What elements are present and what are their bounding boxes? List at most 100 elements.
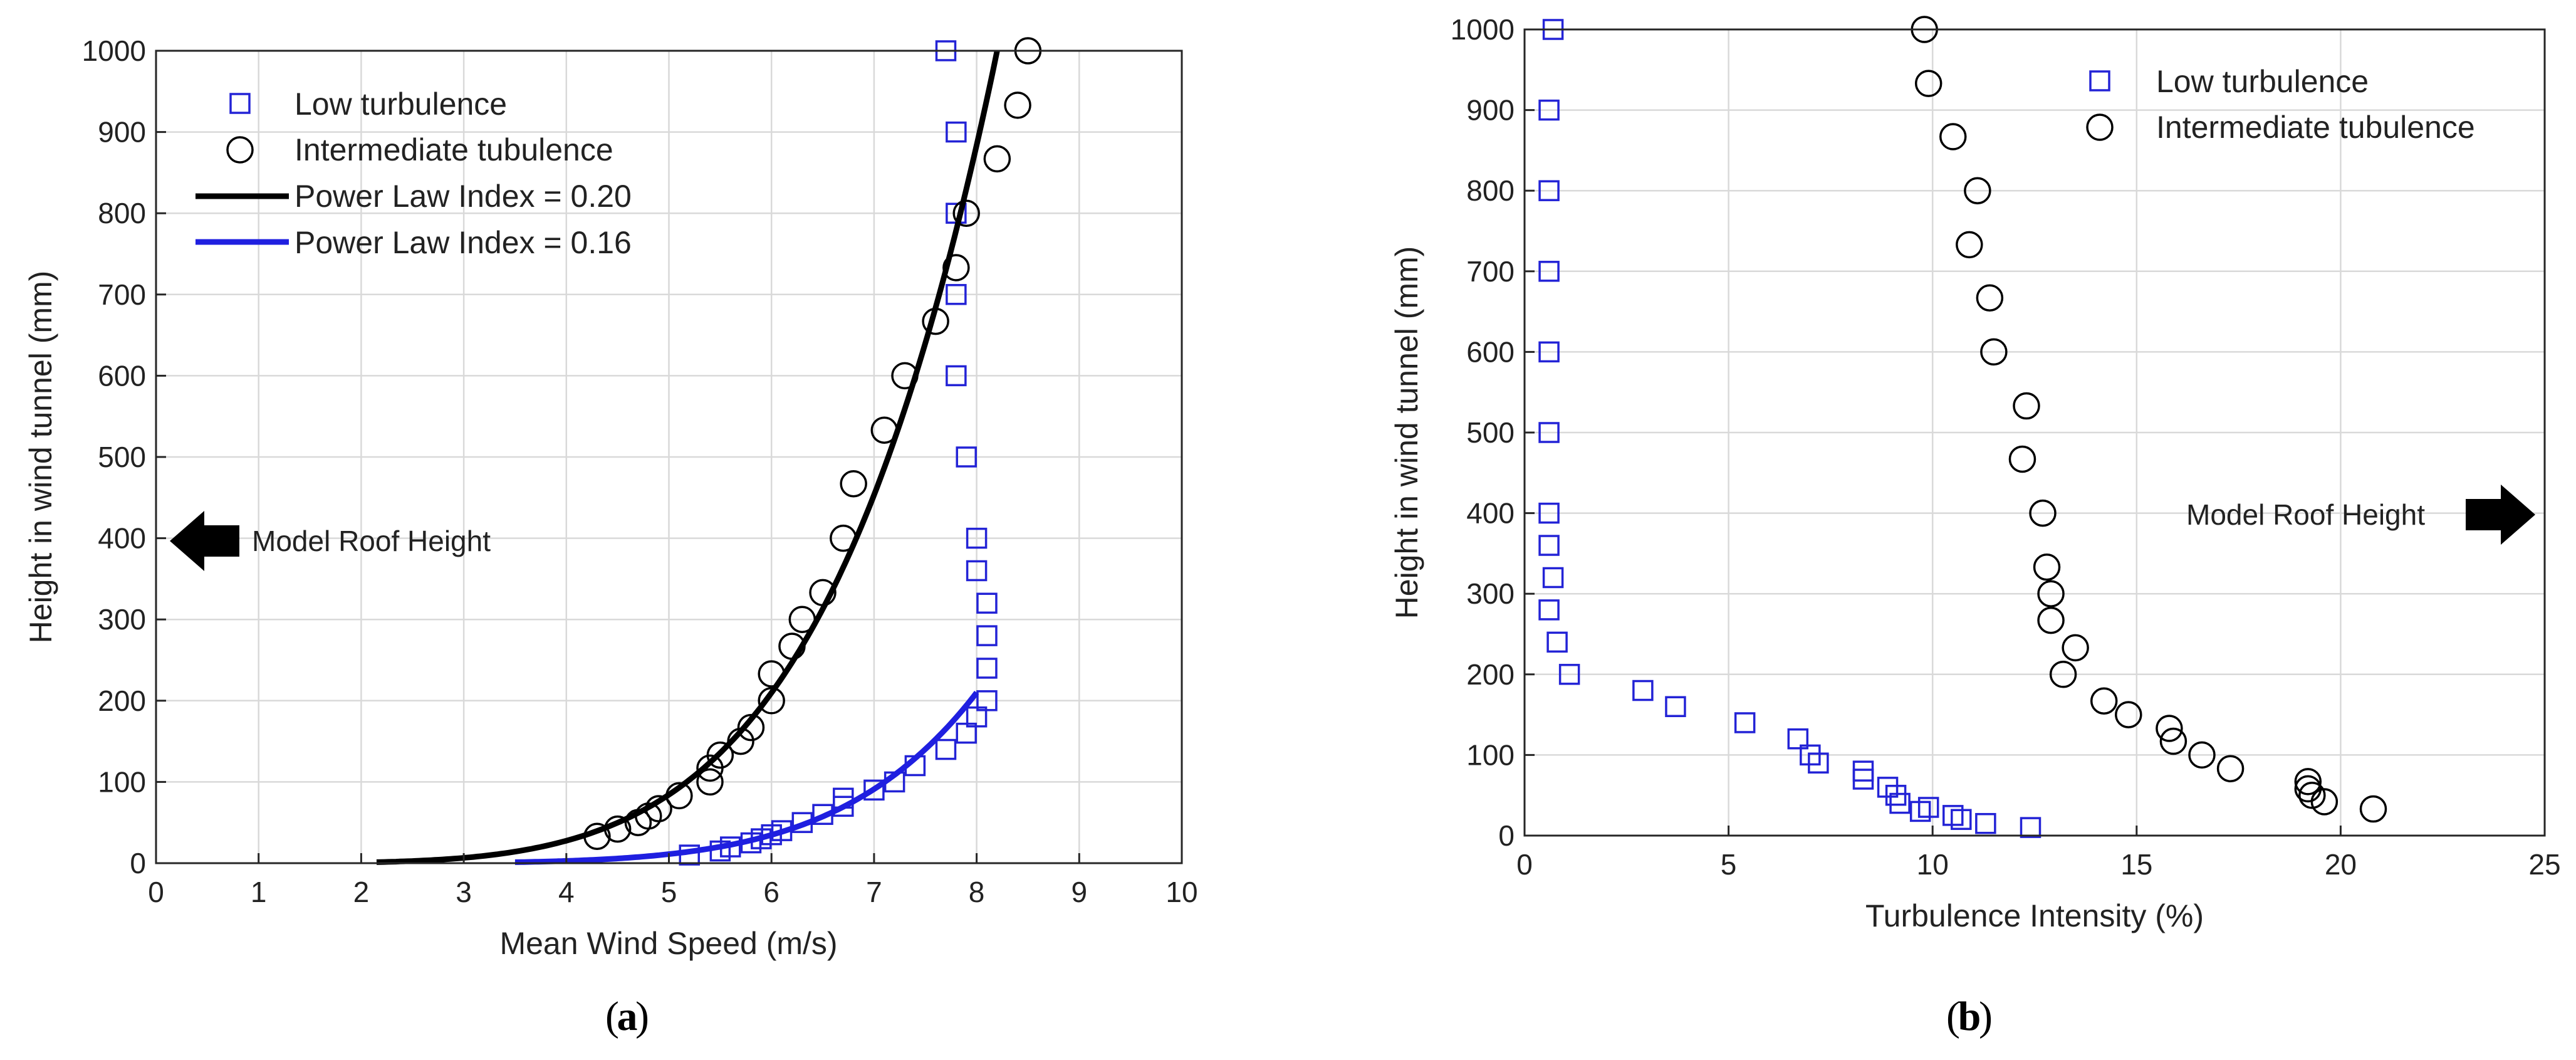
panel-a-y-tick-label: 100 [98, 765, 146, 798]
caption-b: ( b ) [1946, 994, 1993, 1039]
panel-b-x-tick-label: 20 [2325, 848, 2357, 881]
panel-a-power-law-index-0-20-curve [376, 50, 1000, 865]
panel-b-low-turbulence-point [1546, 631, 1568, 653]
panel-b-intermediate-turbulence-point [1964, 177, 1991, 204]
panel-b-intermediate-turbulence-point [1976, 284, 2004, 312]
caption-a: ( a ) [605, 994, 649, 1039]
panel-b-intermediate-turbulence-point [2216, 755, 2245, 783]
panel-b-low-turbulence-point [1808, 752, 1829, 774]
panel-a-x-tick-label: 10 [1165, 876, 1197, 908]
panel-b-low-turbulence-point [1632, 680, 1654, 701]
panel-b-low-turbulence-point [1852, 769, 1874, 790]
panel-b-roof-height-annotation: Model Roof Height [2186, 485, 2535, 545]
panel-b-low-turbulence-point [1787, 728, 1809, 750]
panel-b-y-tick-label: 100 [1466, 738, 1515, 771]
panel-a-left-arrow-icon [170, 511, 239, 571]
panel-a-x-tick-label: 7 [866, 876, 882, 908]
panel-a-ticks: 0 1 2 3 4 5 6 7 8 9 100100200300400500600700800900… [82, 34, 1198, 908]
panel-b-x-tick-label: 25 [2528, 848, 2560, 881]
panel-b-x-tick-label: 15 [2120, 848, 2152, 881]
panel-a-low-turbulence-point [976, 658, 998, 679]
panel-b-low-turbulence-point [1917, 797, 1939, 818]
panel-b-intermediate-turbulence-point [2294, 768, 2322, 795]
panel-b-y-tick-label: 900 [1466, 94, 1515, 127]
panel-b-y-tick-label: 500 [1466, 416, 1515, 449]
panel-a-low-turbulence-point [833, 795, 854, 817]
panel-a-y-tick-label: 300 [98, 603, 146, 636]
panel-b-grid [1525, 29, 2545, 836]
panel-a-legend-marker-low-turbulence [229, 93, 251, 114]
panel-b-intermediate-turbulence-point [2159, 727, 2188, 755]
panel-b-low-turbulence-point [1542, 567, 1564, 589]
panel-a-speed-profile-chart: 0 1 2 3 4 5 6 7 8 9 100100200300400500600700800900… [23, 34, 1198, 961]
panel-b-y-tick-label: 800 [1466, 174, 1515, 207]
panel-a-x-axis-label: Mean Wind Speed (m/s) [499, 926, 837, 961]
panel-b-x-tick-label: 10 [1917, 848, 1949, 881]
panel-b-intermediate-turbulence-point [2359, 795, 2387, 823]
panel-b-low-turbulence-point [1909, 800, 1931, 822]
panel-b-intermediate-turbulence-point [2033, 554, 2061, 581]
panel-b-intermediate-turbulence-point [1914, 70, 1942, 97]
panel-b-low-turbulence-point [1538, 422, 1560, 443]
panel-a-intermediate-turbulence-point [696, 768, 724, 796]
panel-b-intermediate-turbulence-point [2062, 634, 2089, 662]
panel-b-y-tick-label: 300 [1466, 577, 1515, 610]
panel-a-low-turbulence-point [976, 625, 998, 646]
panel-b-legend-label-low-turbulence: Low turbulence [2156, 64, 2369, 99]
panel-b-low-turbulence-point [1800, 744, 1821, 766]
caption-b-letter: b [1958, 994, 1981, 1039]
panel-b-low-turbulence-point [1538, 502, 1560, 524]
panel-b-low-turbulence-point [1538, 180, 1560, 201]
panel-a-y-tick-label: 600 [98, 359, 146, 392]
panel-a-legend-label-intermediate: Intermediate tubulence [295, 132, 613, 167]
svg-text:): ) [635, 994, 649, 1039]
panel-b-intermediate-turbulence-point [2188, 741, 2216, 769]
panel-a-low-turbulence-point [956, 446, 977, 468]
panel-b-intermediate-turbulence-point [2029, 499, 2057, 527]
panel-b-intermediate-turbulence-point [2310, 788, 2339, 816]
panel-b-x-axis-label: Turbulence Intensity (%) [1865, 898, 2204, 933]
panel-b-low-turbulence-point [1538, 599, 1560, 621]
panel-a-legend-label-index-016: Power Law Index = 0.16 [295, 225, 632, 260]
panel-a-y-tick-label: 400 [98, 522, 146, 555]
panel-a-y-tick-label: 900 [98, 116, 146, 149]
panel-b-intermediate-turbulence-point [2037, 580, 2065, 607]
panel-b-intermediate-turbulence-point [2037, 606, 2065, 634]
panel-b-low-turbulence-point [1538, 99, 1560, 121]
panel-a-legend: Low turbulence Intermediate tubulence Po… [196, 87, 632, 260]
panel-b-y-tick-label: 600 [1466, 335, 1515, 368]
panel-a-x-tick-label: 3 [456, 876, 472, 908]
panel-a-low-turbulence-point [966, 527, 988, 549]
panel-b-low-turbulence-point [1951, 809, 1972, 831]
panel-a-x-tick-label: 2 [353, 876, 370, 908]
panel-a-y-tick-label: 200 [98, 685, 146, 717]
panel-a-low-turbulence-point [966, 560, 988, 582]
panel-a-legend-marker-intermediate [226, 136, 254, 164]
panel-a-x-tick-label: 5 [661, 876, 677, 908]
panel-b-intermediate-turbulence-point [2090, 687, 2118, 715]
panel-b-x-tick-label: 5 [1721, 848, 1737, 881]
panel-a-intermediate-turbulence-point [696, 754, 724, 782]
panel-a-x-tick-label: 6 [763, 876, 780, 908]
svg-text:(: ( [1946, 994, 1960, 1039]
panel-a-low-turbulence-point [956, 722, 977, 744]
panel-b-y-tick-label: 1000 [1451, 13, 1515, 46]
panel-b-low-turbulence-point [1975, 812, 1996, 834]
panel-b-intermediate-turbulence-point [2115, 701, 2142, 728]
panel-b-intermediate-turbulence-point [2156, 715, 2183, 742]
panel-b-y-tick-label: 200 [1466, 658, 1515, 691]
panel-b-intermediate-turbulence-point [2298, 781, 2326, 809]
panel-b-intermediate-turbulence-point [2013, 392, 2040, 420]
panel-b-low-turbulence-point [1889, 792, 1911, 814]
panel-a-y-tick-label: 0 [130, 847, 146, 879]
panel-b-x-tick-label: 0 [1516, 848, 1533, 881]
panel-b-intermediate-turbulence-point [1956, 231, 1983, 259]
panel-b-low-turbulence-point [1538, 535, 1560, 556]
panel-a-intermediate-turbulence-point [983, 145, 1011, 173]
panel-b-low-turbulence-point [1877, 777, 1899, 798]
panel-b-intermediate-turbulence-point [1980, 338, 2008, 366]
panel-b-low-turbulence-point [1558, 664, 1580, 685]
panel-a-x-tick-label: 1 [251, 876, 267, 908]
panel-a-x-tick-label: 4 [558, 876, 575, 908]
